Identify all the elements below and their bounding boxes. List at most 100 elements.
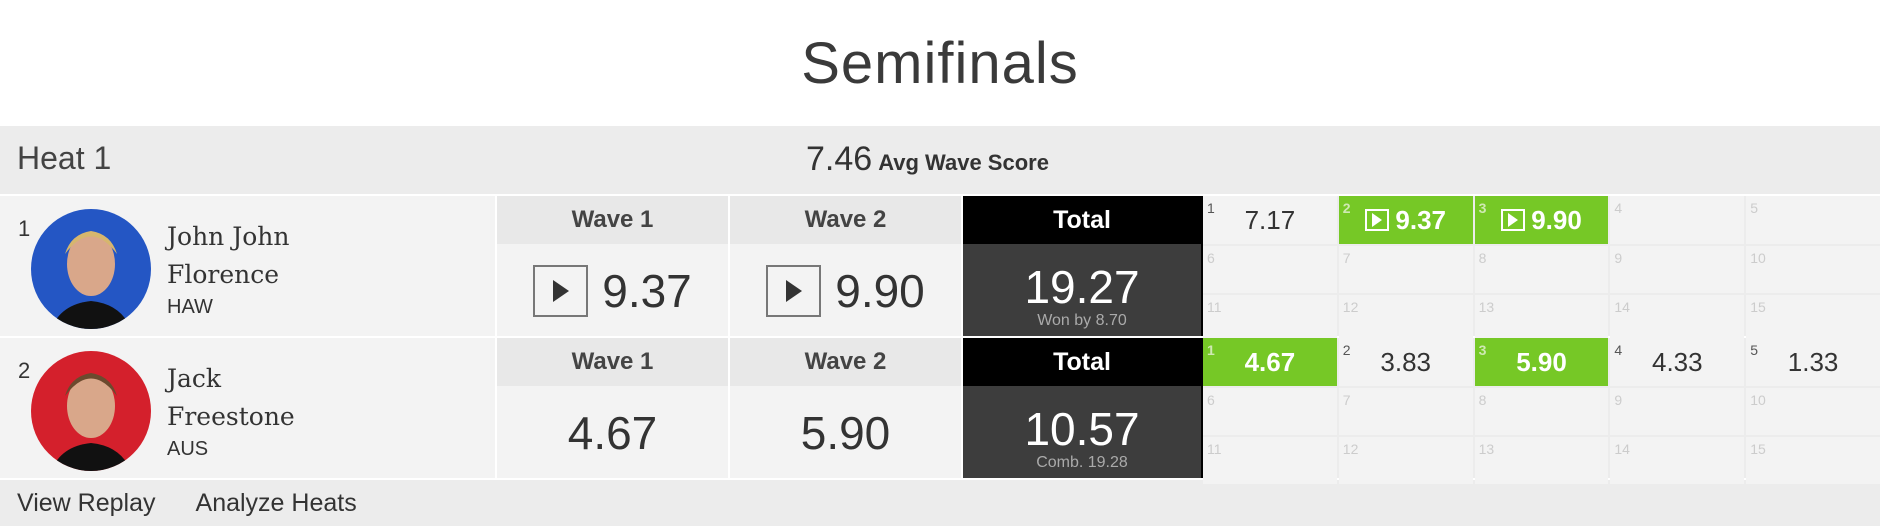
wave-cell: 15 <box>1746 295 1880 342</box>
wave-number: 1 <box>1207 200 1215 216</box>
wave-cell[interactable]: 3 5.90 <box>1474 338 1609 386</box>
wave-number: 9 <box>1614 250 1623 266</box>
total-score: Total 19.27 Won by 8.70 <box>963 196 1201 336</box>
page-title: Semifinals <box>801 31 1079 96</box>
total-score: Total 10.57 Comb. 19.28 <box>963 338 1201 478</box>
athlete-info: 1 John John Florence HAW <box>0 196 497 336</box>
wave-number: 2 <box>1342 200 1351 216</box>
wave-number: 10 <box>1750 392 1766 408</box>
wave-score: 4.67 <box>567 407 658 459</box>
wave-cell-score: 3.83 <box>1380 346 1431 377</box>
wave-number: 15 <box>1750 299 1766 315</box>
wave-cell[interactable]: 2 9.37 <box>1338 196 1473 244</box>
wave-number: 5 <box>1750 342 1758 358</box>
athlete-last-name: Freestone <box>167 402 295 431</box>
analyze-heats-link[interactable]: Analyze Heats <box>195 488 357 517</box>
wave-score-2: Wave 2 9.90 <box>730 196 963 336</box>
wave-number: 3 <box>1478 200 1487 216</box>
wave-cell: 11 <box>1203 437 1337 484</box>
athlete-rank: 2 <box>18 358 31 383</box>
wave-grid: 1 7.17 2 9.37 3 9.90 4 5 6 7 8 9 <box>1201 196 1880 342</box>
avg-wave-score: 7.46 Avg Wave Score <box>806 140 1049 179</box>
total-value: 10.57 <box>1024 403 1140 455</box>
play-icon[interactable] <box>1501 209 1526 231</box>
wave-label: Wave 2 <box>730 196 961 244</box>
athlete-first-name: John John <box>167 222 290 251</box>
wave-cell: 13 <box>1474 437 1609 484</box>
wave-number: 13 <box>1478 441 1495 457</box>
wave-number: 6 <box>1207 250 1215 266</box>
wave-cell: 8 <box>1474 246 1609 293</box>
heat-header: Heat 1 7.46 Avg Wave Score <box>0 126 1880 196</box>
wave-cell-score: 9.37 <box>1395 204 1446 235</box>
wave-cell-score: 7.17 <box>1244 204 1296 235</box>
total-subtext: Won by 8.70 <box>1037 312 1127 329</box>
wave-cell-score: 4.67 <box>1244 346 1296 377</box>
wave-cell: 4 <box>1610 196 1745 244</box>
wave-cell: 13 <box>1474 295 1609 342</box>
wave-cell: 10 <box>1746 246 1880 293</box>
athlete-name[interactable]: Jack Freestone <box>167 360 295 436</box>
wave-grid: 1 4.67 2 3.83 3 5.90 4 4.33 5 1.33 6 7 8… <box>1201 338 1880 484</box>
athlete-row: 2 Jack Freestone AUS Wave 1 4.67 Wave 2 5… <box>0 338 1880 484</box>
wave-cell[interactable]: 4 4.33 <box>1610 338 1745 386</box>
wave-score: 9.90 <box>835 265 925 317</box>
wave-number: 4 <box>1614 342 1623 358</box>
wave-number: 11 <box>1207 441 1222 457</box>
wave-cell: 7 <box>1338 388 1473 435</box>
wave-number: 15 <box>1750 441 1766 457</box>
athlete-row: 1 John John Florence HAW Wave 1 9.37 Wave… <box>0 196 1880 342</box>
athlete-last-name: Florence <box>167 260 280 289</box>
wave-cell[interactable]: 5 1.33 <box>1746 338 1880 386</box>
wave-cell: 12 <box>1338 437 1473 484</box>
wave-cell: 10 <box>1746 388 1880 435</box>
wave-score-1: Wave 1 9.37 <box>497 196 730 336</box>
wave-score: 5.90 <box>800 407 891 459</box>
wave-label: Wave 2 <box>730 338 961 386</box>
play-icon[interactable] <box>533 265 589 317</box>
wave-number: 8 <box>1478 392 1487 408</box>
wave-cell: 7 <box>1338 246 1473 293</box>
wave-cell: 9 <box>1610 388 1745 435</box>
wave-number: 3 <box>1478 342 1487 358</box>
athlete-country: AUS <box>167 438 209 460</box>
wave-label: Wave 1 <box>497 196 728 244</box>
view-replay-link[interactable]: View Replay <box>17 488 156 517</box>
athlete-avatar <box>31 351 151 471</box>
play-icon[interactable] <box>1365 209 1390 231</box>
wave-number: 2 <box>1342 342 1351 358</box>
avg-score-value: 7.46 <box>806 140 873 178</box>
wave-cell: 11 <box>1203 295 1337 342</box>
wave-cell-score: 9.90 <box>1531 204 1582 235</box>
wave-cell[interactable]: 2 3.83 <box>1338 338 1473 386</box>
wave-number: 7 <box>1342 392 1351 408</box>
total-label: Total <box>963 196 1201 244</box>
wave-cell[interactable]: 3 9.90 <box>1474 196 1609 244</box>
athlete-name[interactable]: John John Florence <box>167 218 290 294</box>
wave-number: 12 <box>1342 299 1359 315</box>
wave-cell: 9 <box>1610 246 1745 293</box>
total-subtext: Comb. 19.28 <box>1036 454 1128 471</box>
wave-number: 7 <box>1342 250 1351 266</box>
wave-cell: 6 <box>1203 246 1337 293</box>
wave-cell: 14 <box>1610 437 1745 484</box>
wave-cell[interactable]: 1 7.17 <box>1203 196 1337 244</box>
wave-number: 8 <box>1478 250 1487 266</box>
wave-number: 10 <box>1750 250 1766 266</box>
wave-cell: 5 <box>1746 196 1880 244</box>
play-icon[interactable] <box>766 265 822 317</box>
wave-number: 4 <box>1614 200 1623 216</box>
wave-number: 11 <box>1207 299 1222 315</box>
total-value: 19.27 <box>1024 261 1140 313</box>
heat-footer: View Replay Analyze Heats <box>0 480 1880 526</box>
athlete-first-name: Jack <box>167 364 222 393</box>
wave-cell-score: 5.90 <box>1516 346 1567 377</box>
athlete-avatar <box>31 209 151 329</box>
wave-number: 14 <box>1614 299 1630 315</box>
wave-cell: 12 <box>1338 295 1473 342</box>
wave-cell-score: 1.33 <box>1787 346 1839 377</box>
wave-cell[interactable]: 1 4.67 <box>1203 338 1337 386</box>
wave-cell: 8 <box>1474 388 1609 435</box>
athlete-info: 2 Jack Freestone AUS <box>0 338 497 478</box>
wave-number: 12 <box>1342 441 1359 457</box>
